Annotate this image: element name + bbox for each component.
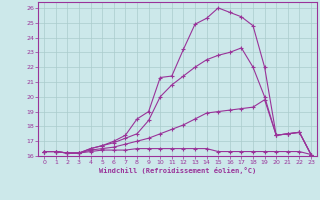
X-axis label: Windchill (Refroidissement éolien,°C): Windchill (Refroidissement éolien,°C)	[99, 167, 256, 174]
